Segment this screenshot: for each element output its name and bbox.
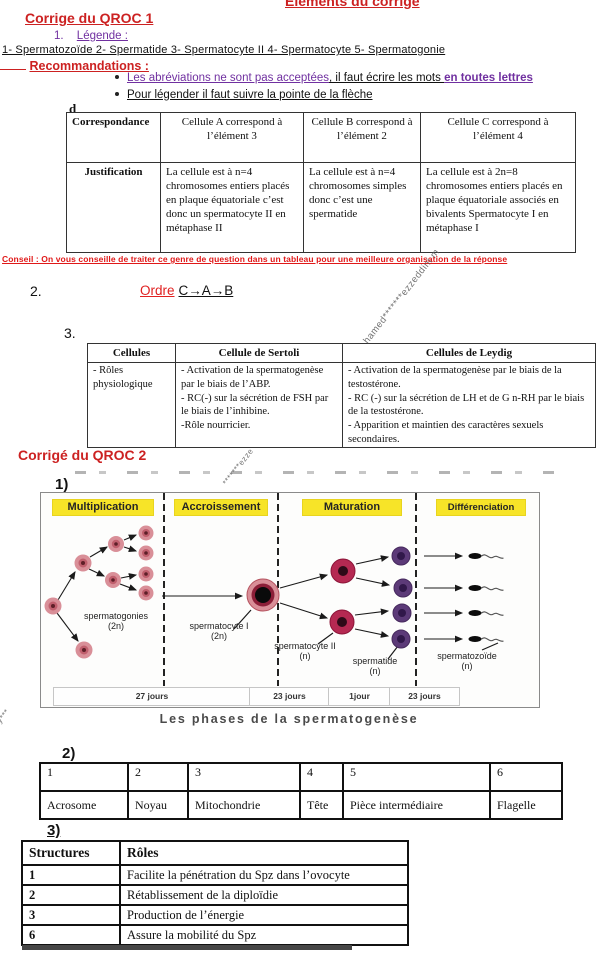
table-header: Cellules: [87, 342, 176, 364]
table-cell: La cellule est à n=4 chromosomes entiers…: [160, 162, 304, 253]
table-cell: Noyau: [127, 790, 189, 820]
timeline-27-jours: 27 jours: [53, 687, 251, 706]
table-cell: 2: [21, 884, 121, 906]
ordre-item: Ordre C→A→B: [140, 283, 233, 298]
legende-number: 1.: [54, 30, 64, 42]
table-cell: Cellule B correspond à l’élément 2: [303, 112, 421, 163]
item1-label: 1): [55, 476, 69, 493]
table-cell: 6: [21, 924, 121, 946]
legend-line: 1- Spermatozoïde 2- Spermatide 3- Sperma…: [2, 44, 446, 56]
table-cell: La cellule est à n=4 chromosomes simples…: [303, 162, 421, 253]
table-cell: Facilite la pénétration du Spz dans l’ov…: [119, 864, 409, 886]
table-cell: Cellule A correspond à l’élément 3: [160, 112, 304, 163]
item3-label: 3): [47, 822, 61, 839]
table-cell: 1: [39, 762, 129, 792]
page-title: Eléments du corrigé: [285, 0, 420, 9]
timeline-23-jours: 23 jours: [249, 687, 330, 706]
watermark: *******ezze: [220, 446, 256, 487]
diagram-graphics: [44, 493, 504, 686]
table-cell: Correspondance: [66, 112, 161, 163]
bullet1-black-text: , il faut écrire les mots: [329, 72, 445, 84]
table-header: Structures: [21, 840, 121, 866]
phase-label-differenciation: Différenciation: [437, 500, 525, 515]
underline-lead: [0, 57, 26, 70]
bullet1-purple-text: Les abréviations ne sont pas acceptées: [127, 72, 330, 84]
sperm-icons: [468, 553, 504, 642]
bullet1-bold-text: en toutes lettres: [444, 72, 533, 84]
table-cell: Cellule C correspond à l’élément 4: [420, 112, 576, 163]
diagram-caption: Les phases de la spermatogenèse: [159, 712, 419, 726]
table-cell: Pièce intermédiaire: [342, 790, 491, 820]
item2-number: 2.: [30, 283, 42, 299]
table-cell: 3: [21, 904, 121, 926]
cropped-bottom-bar: [22, 945, 352, 950]
table-header: Rôles: [119, 840, 409, 866]
table-cell: - Rôles physiologique: [87, 362, 176, 449]
table-cell: Flagelle: [489, 790, 563, 820]
phase-label-accroissement: Accroissement: [175, 500, 267, 515]
recommandations-heading: Recommandations :: [0, 57, 149, 73]
bullet-abreviations: Les abréviations ne sont pas acceptées, …: [115, 72, 533, 84]
legende-item: 1. Légende :: [54, 30, 128, 42]
label-spermatocyte-2: spermatocyte II (n): [274, 641, 336, 662]
bullet-dot-icon: [115, 75, 119, 79]
phase-label-multiplication: Multiplication: [53, 500, 153, 515]
bullet-dot-icon: [115, 92, 119, 96]
stray-mark: d: [69, 101, 77, 116]
conseil-note: Conseil : On vous conseille de traiter c…: [2, 254, 508, 264]
table-cell: Production de l’énergie: [119, 904, 409, 926]
table-cell: La cellule est à 2n=8 chromosomes entier…: [420, 162, 576, 253]
label-spermatozoide: spermatozoïde (n): [437, 651, 497, 672]
ordre-label: Ordre: [140, 283, 175, 298]
table-header: Cellules de Leydig: [342, 342, 596, 364]
structures-table: Structures Rôles 1 Facilite la pénétrati…: [21, 840, 409, 946]
table-cell: Acrosome: [39, 790, 129, 820]
legende-label: Légende :: [76, 30, 128, 42]
qroc2-title: Corrigé du QROC 2: [18, 447, 147, 463]
label-spermatocyte-1: spermatocyte I (2n): [189, 621, 249, 642]
table-cell: Assure la mobilité du Spz: [119, 924, 409, 946]
table-cell: - Activation de la spermatogenèse par le…: [175, 362, 343, 449]
table-header: Cellule de Sertoli: [175, 342, 343, 364]
table-cell: 2: [127, 762, 189, 792]
timeline-23-jours-2: 23 jours: [389, 687, 460, 706]
item2-label: 2): [62, 745, 76, 762]
spermatogenesis-diagram: Multiplication Accroissement Maturation …: [40, 492, 540, 708]
qroc1-title: Corrige du QROC 1: [25, 10, 154, 26]
phase-label-maturation: Maturation: [303, 500, 401, 515]
correspondance-table: Correspondance Cellule A correspond à l’…: [66, 112, 576, 253]
table-cell: Mitochondrie: [187, 790, 301, 820]
table-cell: 4: [299, 762, 344, 792]
label-spermatide: spermatide (n): [352, 656, 398, 677]
label-spermatogonies: spermatogonies (2n): [83, 611, 149, 632]
timeline-1-jour: 1jour: [328, 687, 391, 706]
bullet-legender: Pour légender il faut suivre la pointe d…: [115, 89, 373, 101]
bullet2-text: Pour légender il faut suivre la pointe d…: [127, 89, 373, 101]
table-cell: 1: [21, 864, 121, 886]
recommandations-label: Recommandations :: [29, 59, 149, 73]
cropped-text-remnant: [75, 471, 555, 474]
numbers-table: 1 2 3 4 5 6 Acrosome Noyau Mitochondrie …: [39, 762, 563, 820]
table-cell: 5: [342, 762, 491, 792]
table-cell: Tête: [299, 790, 344, 820]
watermark: y***: [0, 707, 12, 725]
table-cell: Rétablissement de la diploïdie: [119, 884, 409, 906]
item3-number: 3.: [64, 325, 76, 341]
table-cell: 3: [187, 762, 301, 792]
table-cell: - Activation de la spermatogenèse par le…: [342, 362, 596, 449]
ordre-value: C→A→B: [178, 283, 234, 298]
table-cell: 6: [489, 762, 563, 792]
cellules-table: Cellules Cellule de Sertoli Cellules de …: [87, 342, 596, 449]
table-cell: Justification: [66, 162, 161, 253]
